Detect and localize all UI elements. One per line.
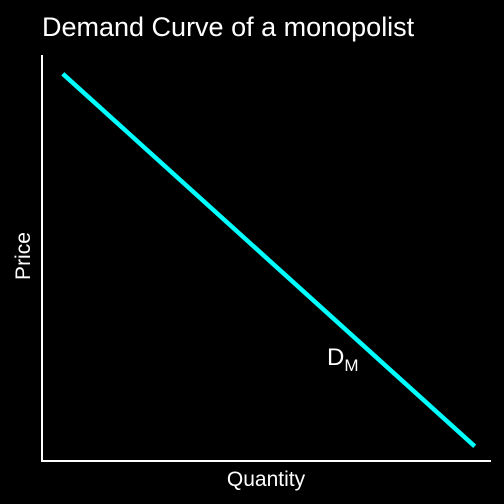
x-axis-label: Quantity xyxy=(227,468,306,491)
series-layer xyxy=(61,72,477,448)
demand-curve-line-0 xyxy=(61,72,477,448)
y-axis-label: Price xyxy=(12,232,35,280)
demand-curve-label-main: D xyxy=(327,344,344,371)
demand-curve-label-subscript: M xyxy=(344,356,358,375)
demand-curve-label: DM xyxy=(327,344,359,375)
chart-title: Demand Curve of a monopolist xyxy=(42,12,415,42)
